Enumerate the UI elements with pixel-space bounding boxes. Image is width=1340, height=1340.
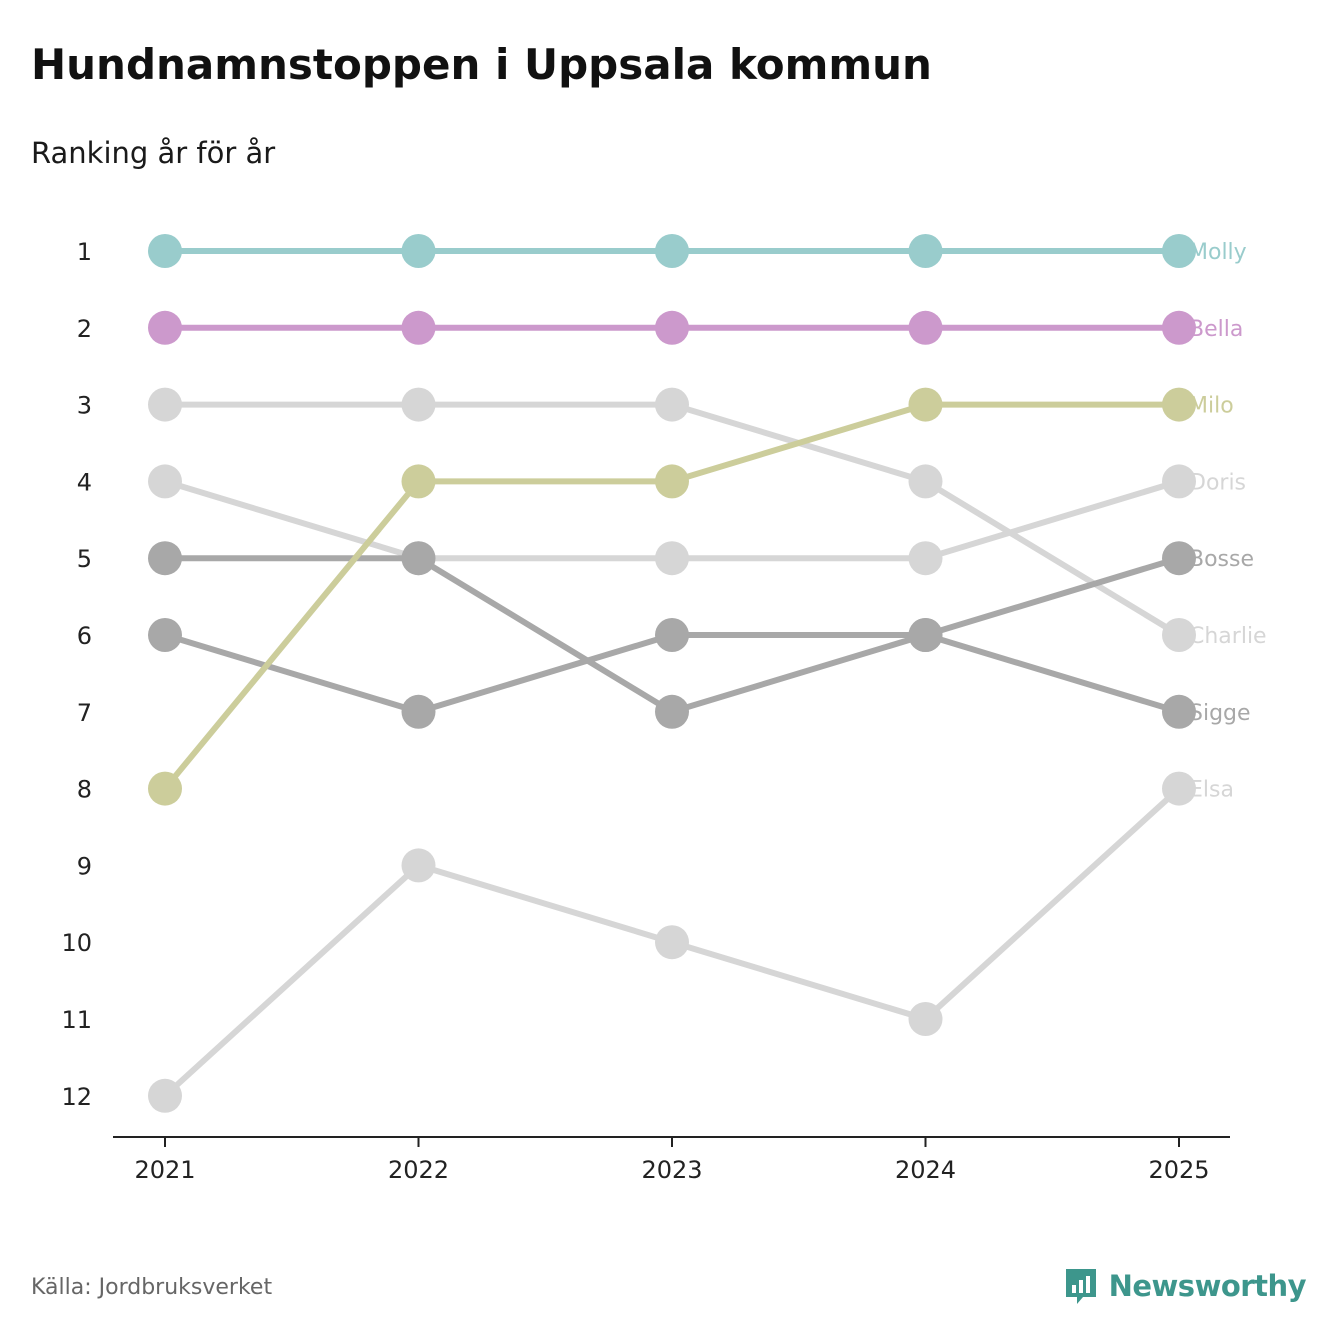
brand-name: Newsworthy bbox=[1108, 1269, 1307, 1303]
point-bella-2022 bbox=[401, 310, 436, 345]
y-tick-label: 8 bbox=[77, 776, 92, 804]
point-charlie-2022 bbox=[401, 387, 436, 422]
x-tick-label: 2022 bbox=[388, 1156, 449, 1184]
point-milo-2022 bbox=[401, 464, 436, 499]
point-doris-2025 bbox=[1162, 464, 1196, 499]
point-molly-2025 bbox=[1162, 234, 1196, 268]
point-charlie-2023 bbox=[655, 387, 689, 422]
point-bella-2021 bbox=[148, 310, 182, 345]
chart-title: Hundnamnstoppen i Uppsala kommun bbox=[31, 40, 932, 89]
y-tick-label: 12 bbox=[61, 1083, 92, 1111]
point-elsa-2023 bbox=[655, 925, 689, 960]
series-label-molly: Molly bbox=[1189, 240, 1247, 265]
point-bella-2024 bbox=[908, 310, 943, 345]
point-charlie-2025 bbox=[1162, 618, 1196, 652]
series-label-bosse: Bosse bbox=[1189, 547, 1254, 572]
point-elsa-2022 bbox=[401, 848, 436, 883]
y-tick-label: 6 bbox=[77, 622, 92, 650]
point-molly-2024 bbox=[908, 234, 943, 268]
y-tick-label: 11 bbox=[61, 1006, 92, 1034]
point-bella-2023 bbox=[655, 310, 689, 345]
point-charlie-2021 bbox=[148, 387, 182, 422]
y-tick-label: 9 bbox=[77, 852, 92, 880]
point-elsa-2021 bbox=[148, 1078, 182, 1113]
point-sigge-2022 bbox=[401, 541, 436, 576]
y-tick-label: 1 bbox=[77, 238, 92, 266]
point-doris-2023 bbox=[655, 541, 689, 576]
point-molly-2022 bbox=[401, 234, 436, 268]
y-tick-label: 7 bbox=[77, 699, 92, 727]
series-label-elsa: Elsa bbox=[1189, 778, 1234, 803]
series-label-doris: Doris bbox=[1189, 470, 1246, 495]
series-line-milo bbox=[162, 401, 1182, 792]
point-charlie-2024 bbox=[908, 464, 943, 499]
point-bosse-2024 bbox=[908, 618, 943, 652]
point-elsa-2024 bbox=[908, 1002, 943, 1036]
point-bosse-2025 bbox=[1162, 541, 1196, 576]
series-label-charlie: Charlie bbox=[1189, 624, 1267, 649]
point-bella-2025 bbox=[1162, 310, 1196, 345]
point-bosse-2023 bbox=[655, 618, 689, 652]
series-label-milo: Milo bbox=[1189, 394, 1234, 419]
y-tick-label: 4 bbox=[77, 468, 92, 496]
point-doris-2024 bbox=[908, 541, 943, 576]
point-elsa-2025 bbox=[1162, 771, 1196, 806]
point-sigge-2023 bbox=[655, 694, 689, 729]
y-tick-label: 5 bbox=[77, 545, 92, 573]
x-tick-label: 2024 bbox=[895, 1156, 956, 1184]
x-tick-label: 2021 bbox=[134, 1156, 195, 1184]
point-milo-2023 bbox=[655, 464, 689, 499]
chart-subtitle: Ranking år för år bbox=[31, 136, 276, 170]
point-bosse-2021 bbox=[148, 618, 182, 652]
source-note: Källa: Jordbruksverket bbox=[31, 1275, 273, 1300]
x-tick-label: 2025 bbox=[1148, 1156, 1209, 1184]
point-sigge-2025 bbox=[1162, 694, 1196, 729]
point-bosse-2022 bbox=[401, 694, 436, 729]
point-milo-2025 bbox=[1162, 387, 1196, 422]
point-sigge-2021 bbox=[148, 541, 182, 576]
brand-logo[interactable]: Newsworthy bbox=[1063, 1266, 1307, 1306]
series-label-sigge: Sigge bbox=[1189, 701, 1251, 726]
x-tick-label: 2023 bbox=[641, 1156, 702, 1184]
y-tick-label: 2 bbox=[77, 315, 92, 343]
point-molly-2021 bbox=[148, 234, 182, 268]
point-doris-2021 bbox=[148, 464, 182, 499]
point-molly-2023 bbox=[655, 234, 689, 268]
y-tick-label: 3 bbox=[77, 392, 92, 420]
point-milo-2024 bbox=[908, 387, 943, 422]
series-label-bella: Bella bbox=[1189, 317, 1243, 342]
point-milo-2021 bbox=[148, 771, 182, 806]
newsworthy-logo-icon bbox=[1065, 1269, 1096, 1304]
y-tick-label: 10 bbox=[61, 929, 92, 957]
